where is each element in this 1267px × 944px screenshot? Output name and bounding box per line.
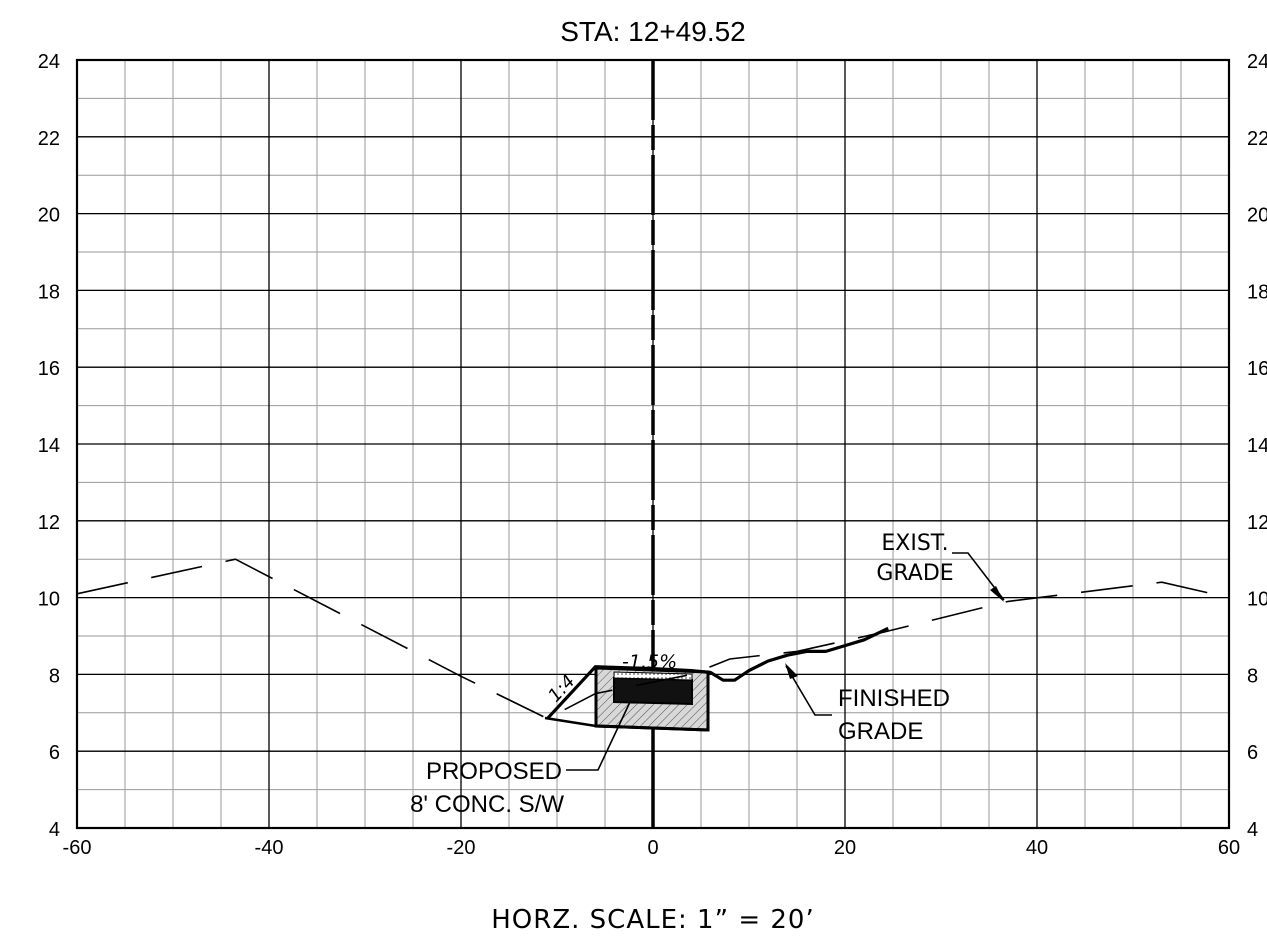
proposed-sw-leader <box>566 701 631 771</box>
y-tick-label-left: 12 <box>38 512 60 534</box>
y-tick-label-left: 20 <box>38 205 60 227</box>
y-tick-label-left: 22 <box>38 128 60 150</box>
x-axis-labels: -60 -40 -20 0 20 40 60 <box>63 837 1241 859</box>
cross-slope-label: -1.5% <box>622 651 677 673</box>
y-tick-label-right: 12 <box>1247 512 1267 534</box>
y-tick-label-left: 4 <box>49 819 60 841</box>
y-tick-label-left: 10 <box>38 589 60 611</box>
y-tick-label-right: 10 <box>1247 589 1267 611</box>
exist-grade-label-line1: EXIST. <box>881 531 948 556</box>
x-tick-label: -40 <box>255 837 284 859</box>
page-title: STA: 12+49.52 <box>560 16 746 47</box>
y-tick-label-right: 14 <box>1247 435 1267 457</box>
y-tick-label-right: 18 <box>1247 281 1267 303</box>
y-tick-label-right: 4 <box>1247 819 1258 841</box>
y-tick-label-left: 8 <box>49 665 60 687</box>
y-tick-label-right: 20 <box>1247 205 1267 227</box>
y-tick-label-right: 8 <box>1247 665 1258 687</box>
y-tick-label-right: 22 <box>1247 128 1267 150</box>
y-tick-label-left: 14 <box>38 435 60 457</box>
series-line-exist-grade <box>76 558 1230 720</box>
y-tick-label-right: 6 <box>1247 742 1258 764</box>
proposed-sw-label-line1: PROPOSED <box>426 758 562 785</box>
x-tick-label: -60 <box>63 837 92 859</box>
x-tick-label: 40 <box>1026 837 1048 859</box>
x-tick-label: 20 <box>834 837 856 859</box>
slope-ratio-label: 1:4 <box>544 671 579 707</box>
y-tick-label-right: 24 <box>1247 51 1267 73</box>
slope-tie-line <box>544 716 597 728</box>
finished-grade-label-line2: GRADE <box>838 718 923 745</box>
horizontal-scale-note: HORZ. SCALE: 1” = 20’ <box>491 905 814 935</box>
x-tick-label: 60 <box>1218 837 1240 859</box>
x-tick-label: -20 <box>447 837 476 859</box>
y-tick-label-left: 6 <box>49 742 60 764</box>
y-axis-labels-left: 4 6 8 10 12 14 16 18 20 22 24 <box>38 51 60 841</box>
finished-grade-arrowhead <box>785 663 798 679</box>
exist-grade-leader <box>952 552 1005 601</box>
y-tick-label-right: 16 <box>1247 358 1267 380</box>
x-tick-label: 0 <box>647 837 658 859</box>
sidewalk-bottom <box>595 724 709 732</box>
y-tick-label-left: 18 <box>38 281 60 303</box>
y-tick-label-left: 16 <box>38 358 60 380</box>
y-tick-label-left: 24 <box>38 51 60 73</box>
series-line-finished-grade <box>546 626 889 720</box>
y-axis-labels-right: 4 6 8 10 12 14 16 18 20 22 24 <box>1247 51 1267 841</box>
exist-grade-label-line2: GRADE <box>876 561 953 586</box>
finished-grade-label-line1: FINISHED <box>838 685 950 712</box>
proposed-sw-label-line2: 8' CONC. S/W <box>410 791 564 818</box>
sidewalk-section <box>594 666 710 732</box>
finished-grade-leader <box>785 665 832 716</box>
exist-grade-arrowhead <box>990 586 1004 602</box>
